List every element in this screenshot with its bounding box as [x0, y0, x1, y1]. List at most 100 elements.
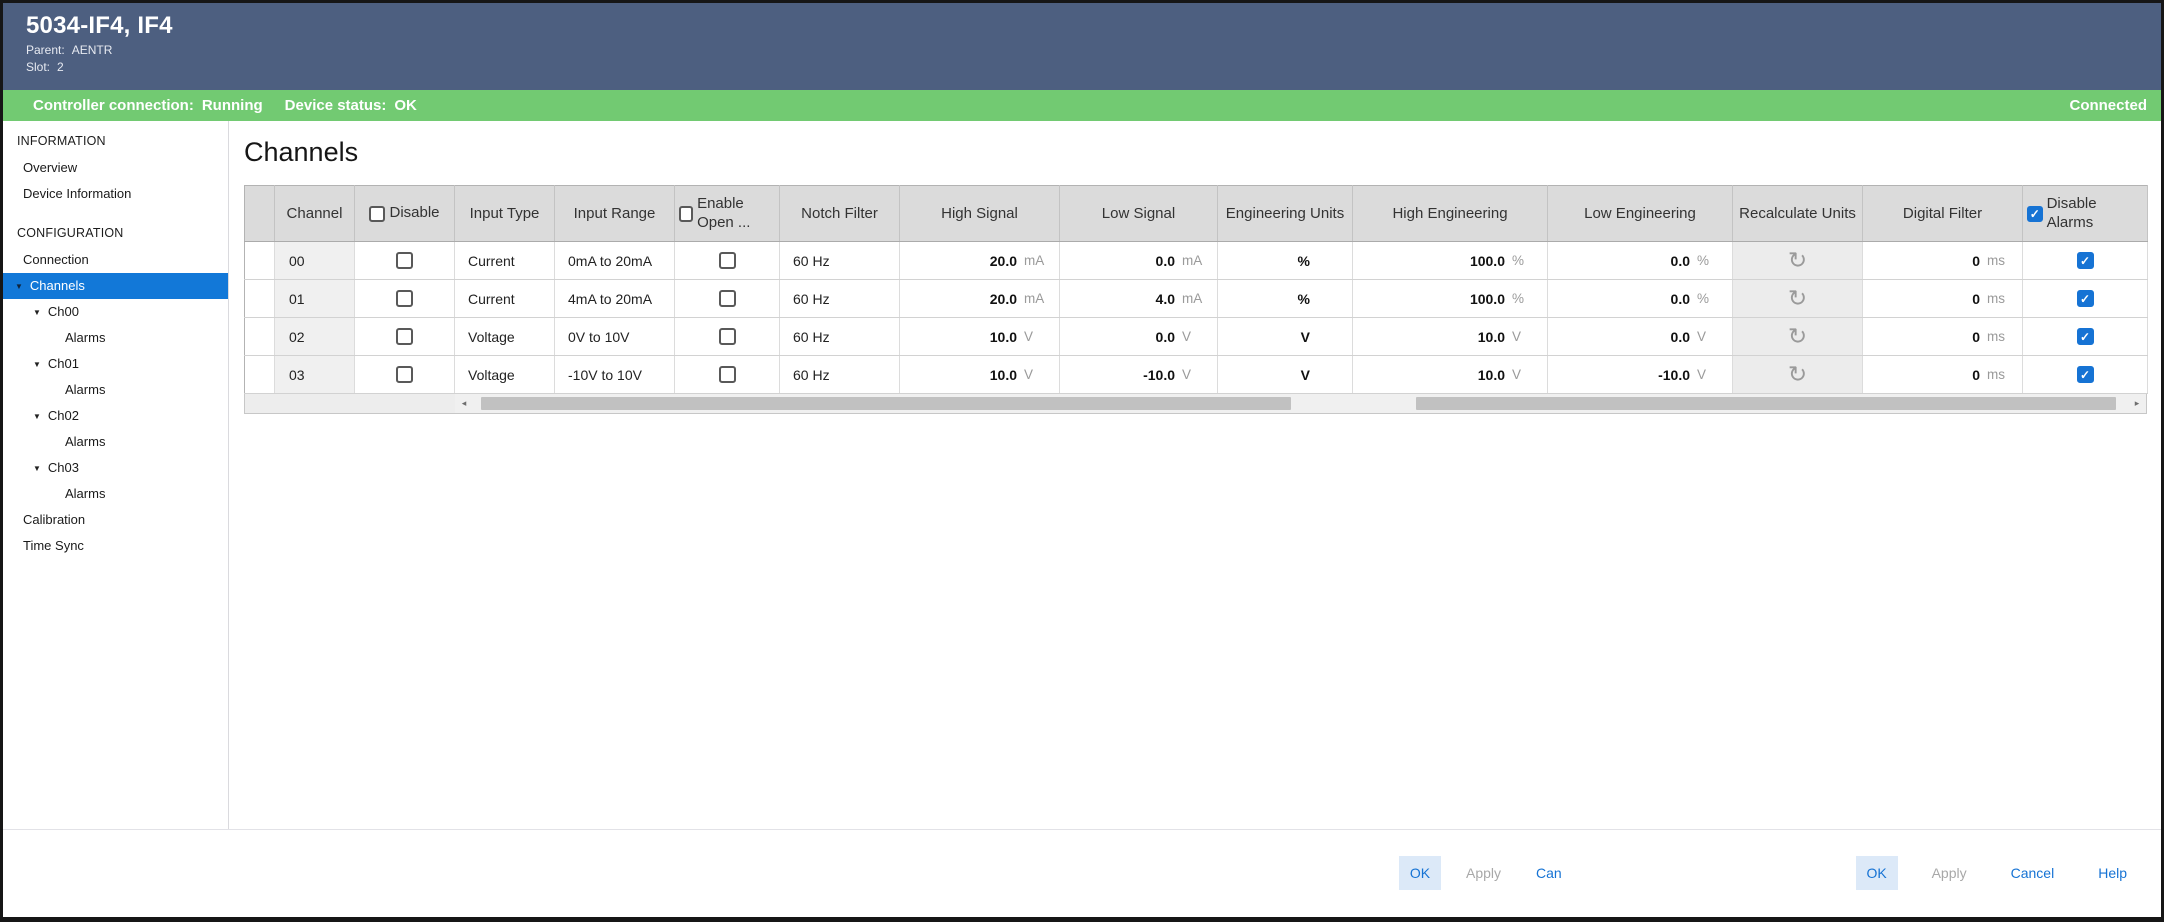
cell-value: 20.0 — [989, 252, 1017, 269]
disable-checkbox[interactable]: ✓ — [396, 366, 413, 384]
cell-input_type[interactable]: Voltage — [454, 317, 555, 356]
scroll-left-icon[interactable]: ◂ — [461, 398, 467, 408]
sidebar-item-calibration[interactable]: Calibration — [3, 507, 228, 533]
caret-down-icon[interactable]: ▼ — [33, 308, 41, 317]
cell-low_engineering[interactable]: 0.0% — [1547, 279, 1733, 318]
cell-engineering_units[interactable]: V — [1217, 355, 1353, 394]
cell-engineering_units[interactable]: % — [1217, 241, 1353, 280]
ok-button[interactable]: OK — [1855, 856, 1898, 890]
cell-low_signal[interactable]: 0.0 mA — [1059, 241, 1218, 280]
cancel-button[interactable]: Cancel — [2001, 857, 2065, 889]
cell-high_engineering[interactable]: 10.0 V — [1352, 317, 1548, 356]
caret-down-icon[interactable]: ▼ — [15, 282, 23, 291]
disable-checkbox[interactable]: ✓ — [396, 252, 413, 270]
sidebar-item-channels[interactable]: ▼ Channels — [3, 273, 228, 299]
enable_open-header-checkbox[interactable]: ✓ — [679, 205, 694, 222]
cell-high_signal[interactable]: 10.0 V — [899, 355, 1060, 394]
cell-notch_filter[interactable]: 60 Hz — [779, 241, 900, 280]
scrollbar-track[interactable] — [473, 394, 2128, 413]
cell-input_range[interactable]: 4mA to 20mA — [554, 279, 675, 318]
caret-down-icon[interactable]: ▼ — [33, 464, 41, 473]
ok-button[interactable]: OK — [1399, 856, 1441, 890]
value-wrap: 0.0 V — [1060, 329, 1217, 345]
sidebar-item-ch00-alarms[interactable]: Alarms — [3, 325, 228, 351]
enable_open-checkbox[interactable]: ✓ — [718, 252, 736, 270]
cell-digital_filter[interactable]: 0 ms — [1862, 241, 2023, 280]
row-selector-cell[interactable] — [244, 241, 275, 280]
disable_alarms-checkbox[interactable]: ✓ — [2076, 366, 2094, 384]
cell-input_range[interactable]: 0V to 10V — [554, 317, 675, 356]
apply-button[interactable]: Apply — [1456, 857, 1511, 889]
sidebar-item-ch00[interactable]: ▼ Ch00 — [3, 299, 228, 325]
disable_alarms-checkbox[interactable]: ✓ — [2076, 290, 2094, 308]
cell-recalculate[interactable]: ↻ — [1732, 241, 1863, 280]
help-button[interactable]: Help — [2088, 857, 2137, 889]
row-selector-cell[interactable] — [244, 355, 275, 394]
cell-recalculate[interactable]: ↻ — [1732, 355, 1863, 394]
sidebar-item-device-information[interactable]: Device Information — [3, 181, 228, 207]
cell-input_range[interactable]: 0mA to 20mA — [554, 241, 675, 280]
cell-low_signal[interactable]: -10.0 V — [1059, 355, 1218, 394]
cell-low_engineering[interactable]: 0.0 V — [1547, 317, 1733, 356]
cell-high_signal[interactable]: 20.0 mA — [899, 279, 1060, 318]
caret-down-icon[interactable]: ▼ — [33, 360, 41, 369]
refresh-icon[interactable]: ↻ — [1787, 285, 1808, 311]
disable-checkbox[interactable]: ✓ — [396, 290, 413, 308]
sidebar-item-ch03-alarms[interactable]: Alarms — [3, 481, 228, 507]
sidebar-item-time-sync[interactable]: Time Sync — [3, 533, 228, 559]
disable_alarms-checkbox[interactable]: ✓ — [2076, 252, 2094, 270]
sidebar-item-ch02-alarms[interactable]: Alarms — [3, 429, 228, 455]
cell-high_engineering[interactable]: 100.0% — [1352, 241, 1548, 280]
sidebar-item-ch01[interactable]: ▼ Ch01 — [3, 351, 228, 377]
enable_open-checkbox[interactable]: ✓ — [718, 366, 736, 384]
cell-notch_filter[interactable]: 60 Hz — [779, 355, 900, 394]
sidebar-item-connection[interactable]: Connection — [3, 247, 228, 273]
cell-recalculate[interactable]: ↻ — [1732, 279, 1863, 318]
row-selector-cell[interactable] — [244, 317, 275, 356]
refresh-icon[interactable]: ↻ — [1787, 323, 1808, 349]
cell-low_signal[interactable]: 0.0 V — [1059, 317, 1218, 356]
sidebar-item-ch03[interactable]: ▼ Ch03 — [3, 455, 228, 481]
scrollbar-thumb[interactable] — [1416, 397, 2116, 410]
cell-digital_filter[interactable]: 0 ms — [1862, 317, 2023, 356]
cell-notch_filter[interactable]: 60 Hz — [779, 279, 900, 318]
cell-notch_filter[interactable]: 60 Hz — [779, 317, 900, 356]
cell-engineering_units[interactable]: % — [1217, 279, 1353, 318]
caret-down-icon[interactable]: ▼ — [33, 412, 41, 421]
cell-low_signal[interactable]: 4.0 mA — [1059, 279, 1218, 318]
disable_alarms-checkbox[interactable]: ✓ — [2076, 328, 2094, 346]
cell-high_engineering[interactable]: 10.0 V — [1352, 355, 1548, 394]
refresh-icon[interactable]: ↻ — [1787, 247, 1808, 273]
cell-input_type[interactable]: Current — [454, 241, 555, 280]
enable_open-checkbox[interactable]: ✓ — [718, 328, 736, 346]
refresh-icon[interactable]: ↻ — [1787, 361, 1808, 387]
disable-checkbox[interactable]: ✓ — [396, 328, 413, 346]
cell-high_signal[interactable]: 10.0 V — [899, 317, 1060, 356]
cell-low_engineering[interactable]: 0.0% — [1547, 241, 1733, 280]
can-button[interactable]: Can — [1526, 857, 1572, 889]
cell-low_engineering[interactable]: -10.0 V — [1547, 355, 1733, 394]
cell-input_type[interactable]: Voltage — [454, 355, 555, 394]
sidebar-item-overview[interactable]: Overview — [3, 155, 228, 181]
horizontal-scrollbar[interactable]: ◂ ▸ — [244, 394, 2147, 414]
cell-unit: ms — [1987, 291, 2005, 306]
disable-header-checkbox[interactable]: ✓ — [369, 205, 386, 222]
cell-input_range[interactable]: -10V to 10V — [554, 355, 675, 394]
cell-digital_filter[interactable]: 0 ms — [1862, 279, 2023, 318]
cell-high_signal[interactable]: 20.0 mA — [899, 241, 1060, 280]
enable_open-checkbox[interactable]: ✓ — [718, 290, 736, 308]
sidebar-item-ch01-alarms[interactable]: Alarms — [3, 377, 228, 403]
cell-unit: ms — [1987, 329, 2005, 344]
scrollbar-thumb[interactable] — [481, 397, 1291, 410]
cell-recalculate[interactable]: ↻ — [1732, 317, 1863, 356]
apply-button[interactable]: Apply — [1922, 857, 1977, 889]
cell-engineering_units[interactable]: V — [1217, 317, 1353, 356]
row-selector-cell[interactable] — [244, 279, 275, 318]
cell-digital_filter[interactable]: 0 ms — [1862, 355, 2023, 394]
sidebar-item-ch02[interactable]: ▼ Ch02 — [3, 403, 228, 429]
disable_alarms-header-checkbox[interactable]: ✓ — [2027, 205, 2043, 222]
scroll-right-icon[interactable]: ▸ — [2134, 398, 2140, 408]
cell-input_type[interactable]: Current — [454, 279, 555, 318]
cell-high_engineering[interactable]: 100.0% — [1352, 279, 1548, 318]
